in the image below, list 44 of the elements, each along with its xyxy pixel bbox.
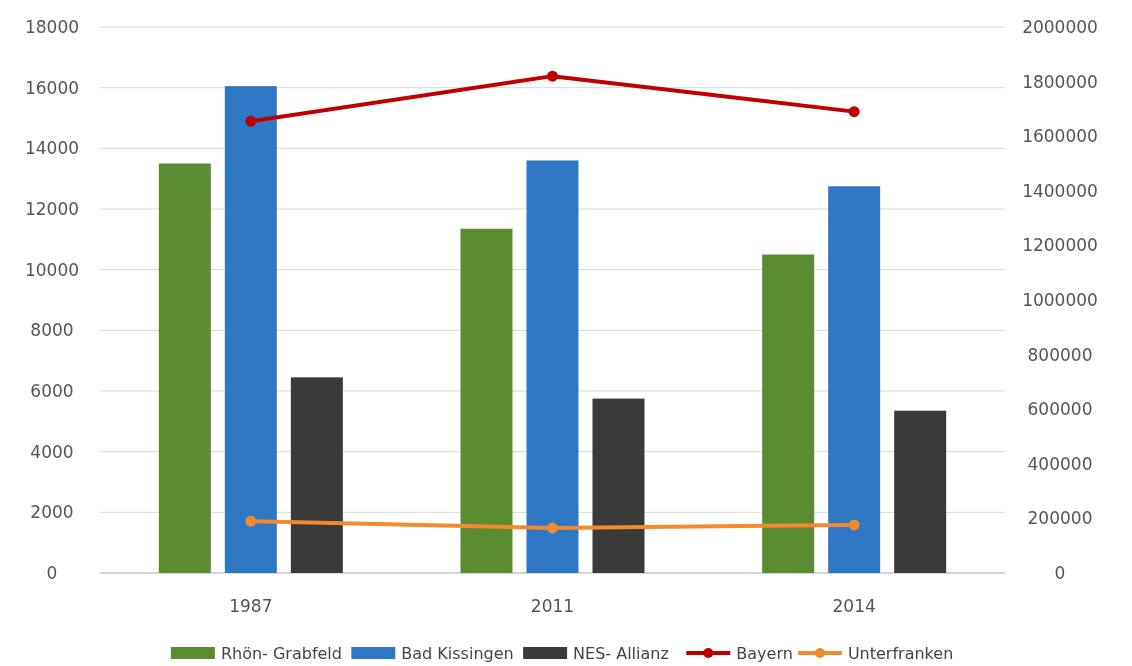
legend-label: Bayern [736,644,793,663]
legend-label: Rhön- Grabfeld [220,644,342,663]
x-tick-label: 2014 [832,596,876,616]
legend-label: Bad Kissingen [401,644,514,663]
legend-label: Unterfranken [847,644,954,663]
bar [592,398,645,573]
y-tick-label: 18000 [24,17,80,37]
bar [762,254,815,573]
y2-tick-label: 1200000 [1022,235,1098,256]
y2-tick-label: 800000 [1027,344,1093,365]
y-tick-label: 14000 [24,138,80,159]
y-tick-label: 0 [46,563,58,583]
y2-tick-label: 1400000 [1022,180,1098,201]
y2-tick-label: 600000 [1027,399,1093,420]
point [547,70,558,82]
y2-tick-label: 1600000 [1022,126,1098,147]
bar [828,186,881,573]
y-tick-label: 16000 [24,77,80,98]
bar [526,160,579,573]
y2-tick-label: 1800000 [1022,71,1098,92]
point [245,115,257,127]
y-tick-label: 2000 [30,502,74,523]
y-tick-label: 10000 [24,259,80,280]
y-tick-label: 4000 [30,441,74,462]
y-tick-label: 8000 [30,320,74,341]
point [547,522,558,534]
point [848,519,860,531]
bar [460,228,513,573]
point [848,106,860,118]
bar [158,163,211,573]
y-tick-label: 12000 [24,199,80,219]
y2-tick-label: 400000 [1027,453,1093,474]
y2-tick-label: 1000000 [1022,290,1098,310]
legend-label: NES- Allianz [573,644,669,663]
point [245,515,257,527]
x-tick-label: 1987 [229,596,273,616]
bar [224,86,277,573]
bar [290,377,343,573]
x-tick-label: 2011 [530,596,575,616]
y2-tick-label: 0 [1054,563,1066,583]
y2-tick-label: 200000 [1027,508,1093,529]
y2-tick-label: 2000000 [1022,17,1098,37]
bar [894,410,947,573]
y-tick-label: 6000 [30,381,74,401]
